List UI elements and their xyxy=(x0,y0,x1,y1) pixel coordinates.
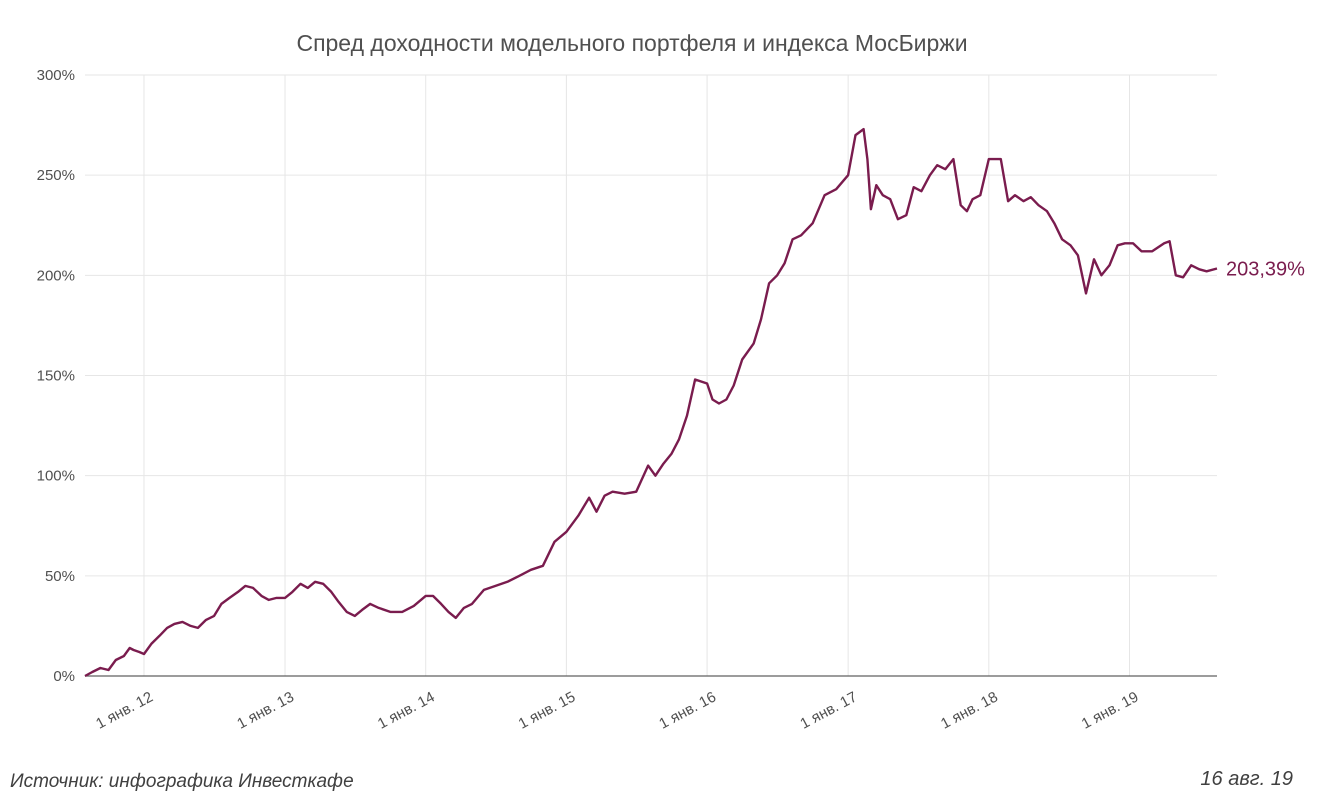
last-value-label: 203,39% xyxy=(1226,259,1305,281)
x-tick-label: 1 янв. 13 xyxy=(234,689,297,733)
y-tick-label: 200% xyxy=(37,267,75,284)
y-tick-label: 100% xyxy=(37,468,75,485)
x-tick-label: 1 янв. 15 xyxy=(516,689,579,733)
x-tick-label: 1 янв. 19 xyxy=(1079,689,1142,733)
series-line xyxy=(84,127,1218,678)
y-tick-label: 50% xyxy=(45,568,75,585)
date-stamp: 16 авг. 19 xyxy=(1200,768,1293,790)
y-tick-label: 0% xyxy=(53,668,75,685)
y-tick-label: 150% xyxy=(37,368,75,385)
x-tick-label: 1 янв. 17 xyxy=(797,689,860,733)
x-tick-label: 1 янв. 16 xyxy=(656,689,719,733)
y-tick-label: 300% xyxy=(37,67,75,84)
series-layer xyxy=(84,127,1218,678)
grid-lines xyxy=(85,74,1217,676)
x-tick-label: 1 янв. 12 xyxy=(93,689,156,733)
x-tick-label: 1 янв. 18 xyxy=(938,689,1001,733)
labels: 0% 50% 100% 150% 200% 250% 300% 1 янв. 12 1 янв.… xyxy=(37,67,1306,733)
chart-title: Спред доходности модельного портфеля и и… xyxy=(296,30,968,56)
y-tick-label: 250% xyxy=(37,167,75,184)
source-note: Источник: инфографика Инвесткафе xyxy=(10,771,354,792)
x-tick-label: 1 янв. 14 xyxy=(375,689,438,733)
